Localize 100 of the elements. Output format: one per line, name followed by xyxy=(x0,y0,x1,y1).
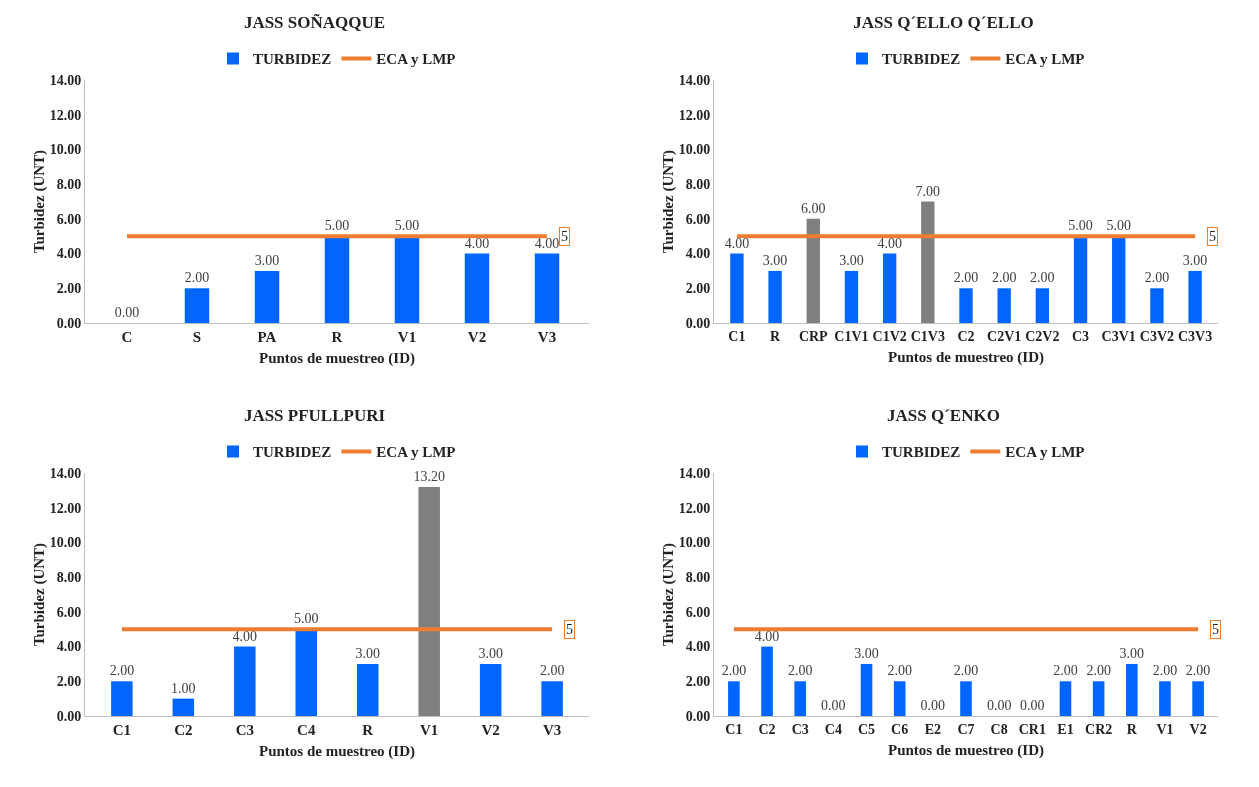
y-tick-label: 8.00 xyxy=(56,570,82,586)
legend-label: TURBIDEZ xyxy=(253,444,332,461)
y-tick-label: 4.00 xyxy=(56,639,82,655)
bar xyxy=(728,681,740,716)
x-tick-label: C2 xyxy=(957,328,975,344)
y-tick-label: 14.00 xyxy=(49,465,82,481)
bar xyxy=(534,253,560,323)
data-label: 0.00 xyxy=(986,698,1012,713)
bar xyxy=(356,663,379,716)
legend-label: ECA y LMP xyxy=(1005,51,1085,68)
x-tick-label: R xyxy=(770,328,782,344)
x-tick-label: CR1 xyxy=(1018,721,1046,737)
y-axis-title: Turbidez (UNT) xyxy=(659,149,677,254)
bar xyxy=(1125,663,1138,716)
bar xyxy=(541,681,563,716)
x-tick-label: V2 xyxy=(467,329,487,345)
x-tick-label: C1V3 xyxy=(910,328,945,344)
legend-label: TURBIDEZ xyxy=(882,444,961,461)
data-label: 2.00 xyxy=(1152,663,1178,679)
x-tick-label: E1 xyxy=(1057,721,1074,737)
y-tick-label: 6.00 xyxy=(56,604,82,620)
x-tick-label: C2V2 xyxy=(1025,328,1060,344)
bar xyxy=(794,681,807,716)
x-tick-label: C6 xyxy=(891,721,909,737)
y-tick-label: 14.00 xyxy=(678,72,711,88)
data-label: 2.00 xyxy=(109,663,135,679)
data-label: 2.00 xyxy=(1053,663,1078,679)
x-tick-label: C3 xyxy=(791,721,809,737)
y-tick-label: 12.00 xyxy=(678,107,711,123)
bar xyxy=(1073,236,1088,323)
y-tick-label: 14.00 xyxy=(678,465,711,481)
y-tick-label: 12.00 xyxy=(678,500,711,516)
x-axis-title: Puntos de muestreo (ID) xyxy=(888,741,1044,759)
x-tick-label: R xyxy=(362,722,374,738)
x-tick-label: V2 xyxy=(1189,721,1207,737)
x-tick-label: C3 xyxy=(1071,328,1090,344)
data-label: 4.00 xyxy=(534,235,560,251)
data-label: 3.00 xyxy=(762,252,788,268)
bar xyxy=(997,288,1011,323)
x-tick-label: V1 xyxy=(1156,721,1174,737)
x-axis-title: Puntos de muestreo (ID) xyxy=(259,743,415,760)
bar xyxy=(1092,681,1105,716)
data-label: 2.00 xyxy=(539,663,565,679)
data-label: 3.00 xyxy=(478,645,503,661)
y-tick-label: 12.00 xyxy=(49,107,82,123)
x-tick-label: C1V1 xyxy=(834,328,869,344)
data-label: 2.00 xyxy=(184,270,210,286)
x-tick-label: C3V2 xyxy=(1139,328,1175,344)
x-tick-label: S xyxy=(192,329,202,345)
bar xyxy=(172,698,195,716)
y-tick-label: 10.00 xyxy=(49,535,82,551)
y-tick-label: 6.00 xyxy=(685,211,711,227)
legend-label: ECA y LMP xyxy=(376,51,456,68)
x-tick-label: C3 xyxy=(235,722,254,738)
x-tick-label: V1 xyxy=(397,329,417,345)
x-tick-label: V3 xyxy=(537,329,557,345)
y-tick-label: 4.00 xyxy=(685,639,711,655)
x-tick-label: C3V1 xyxy=(1101,328,1136,344)
x-tick-label: C3V3 xyxy=(1177,328,1213,344)
data-label: 5.00 xyxy=(1068,218,1093,234)
data-label: 7.00 xyxy=(915,183,941,199)
data-label: 4.00 xyxy=(724,235,750,251)
data-label: 4.00 xyxy=(464,235,490,251)
legend-label: TURBIDEZ xyxy=(253,51,332,68)
data-label: 3.00 xyxy=(854,645,879,661)
data-label: 2.00 xyxy=(953,270,979,286)
data-label: 3.00 xyxy=(254,252,280,268)
data-label: 0.00 xyxy=(920,698,946,713)
data-label: 2.00 xyxy=(887,663,912,679)
data-label: 0.00 xyxy=(114,305,140,320)
bar xyxy=(960,681,972,716)
y-axis-title: Turbidez (UNT) xyxy=(30,149,48,254)
y-tick-label: 2.00 xyxy=(685,674,711,690)
bar xyxy=(806,218,820,323)
y-tick-label: 6.00 xyxy=(685,604,711,620)
bar xyxy=(479,663,502,716)
x-axis-title: Puntos de muestreo (ID) xyxy=(888,348,1044,366)
x-tick-label: C7 xyxy=(957,721,975,737)
data-label: 5.00 xyxy=(294,611,319,627)
chart-title: JASS Q´ENKO xyxy=(887,405,1000,425)
y-tick-label: 10.00 xyxy=(49,142,82,158)
bar xyxy=(1112,236,1126,323)
x-tick-label: V2 xyxy=(481,722,500,738)
y-tick-label: 4.00 xyxy=(56,246,82,262)
bar xyxy=(882,253,897,323)
x-tick-label: C2V1 xyxy=(987,328,1022,344)
x-tick-label: E2 xyxy=(924,721,942,737)
data-label: 13.20 xyxy=(413,468,445,484)
bar xyxy=(254,270,280,323)
annotation: 5 xyxy=(1209,229,1216,244)
bar xyxy=(324,236,350,323)
bar xyxy=(418,486,440,716)
x-tick-label: C2 xyxy=(174,722,193,738)
data-label: 2.00 xyxy=(991,270,1017,286)
y-tick-label: 10.00 xyxy=(678,535,711,551)
data-label: 2.00 xyxy=(721,663,747,679)
bar xyxy=(1035,288,1050,323)
x-tick-label: CRP xyxy=(798,328,829,344)
y-tick-label: 2.00 xyxy=(685,281,711,297)
data-label: 4.00 xyxy=(877,235,902,251)
